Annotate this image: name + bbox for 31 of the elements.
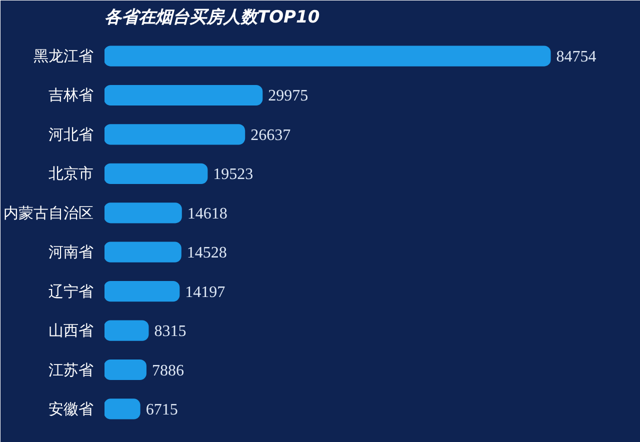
data-label: 14618 bbox=[187, 205, 228, 222]
chart-title: 各省在烟台买房人数TOP10 bbox=[104, 8, 320, 28]
bar bbox=[104, 281, 180, 302]
y-tick-label: 吉林省 bbox=[48, 86, 94, 104]
data-label: 26637 bbox=[250, 126, 291, 144]
bar bbox=[104, 46, 551, 66]
y-tick-label: 北京市 bbox=[48, 164, 94, 183]
y-tick-label: 河北省 bbox=[48, 125, 94, 144]
y-tick-label: 安徽省 bbox=[48, 400, 94, 418]
data-label: 29975 bbox=[268, 88, 308, 105]
y-tick-label: 江苏省 bbox=[48, 360, 94, 379]
data-label: 84754 bbox=[556, 48, 596, 66]
bar bbox=[104, 398, 140, 420]
y-tick-label: 黑龙江省 bbox=[34, 47, 94, 66]
bar bbox=[104, 202, 182, 224]
bar bbox=[104, 124, 246, 145]
y-tick-label: 河南省 bbox=[48, 243, 94, 262]
bar bbox=[104, 359, 146, 380]
data-label: 6715 bbox=[146, 401, 178, 418]
data-label: 7886 bbox=[152, 362, 184, 380]
bar bbox=[104, 320, 149, 341]
y-tick-label: 内蒙古自治区 bbox=[4, 204, 94, 222]
data-label: 8315 bbox=[154, 323, 186, 340]
bar bbox=[104, 242, 182, 262]
bar bbox=[104, 163, 208, 184]
data-label: 14197 bbox=[185, 284, 226, 301]
data-label: 14528 bbox=[186, 244, 227, 262]
bar bbox=[104, 84, 263, 106]
data-label: 19523 bbox=[213, 166, 254, 184]
y-tick-label: 山西省 bbox=[48, 322, 94, 340]
y-tick-label: 辽宁省 bbox=[48, 282, 94, 300]
